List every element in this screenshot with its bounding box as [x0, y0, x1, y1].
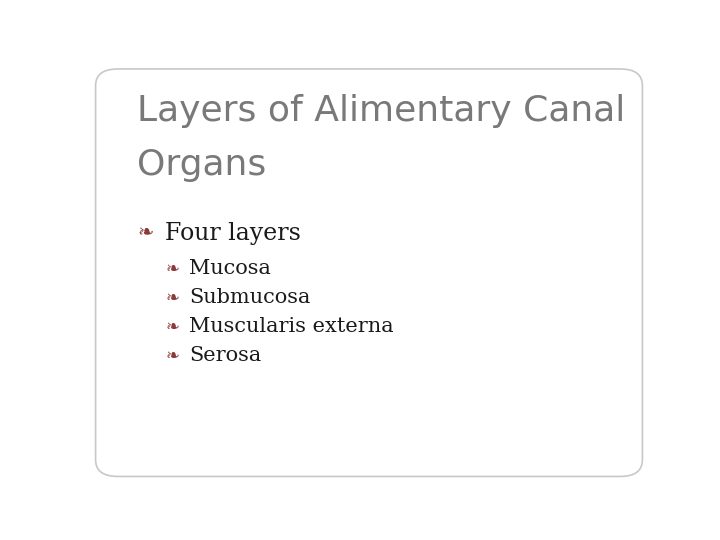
Text: ❧: ❧ — [166, 289, 179, 307]
Text: Organs: Organs — [138, 148, 266, 182]
Text: Four layers: Four layers — [166, 222, 301, 245]
Text: ❧: ❧ — [138, 224, 154, 242]
Text: Submucosa: Submucosa — [189, 288, 311, 307]
Text: Mucosa: Mucosa — [189, 259, 271, 278]
Text: ❧: ❧ — [166, 318, 179, 336]
Text: Layers of Alimentary Canal: Layers of Alimentary Canal — [138, 94, 626, 128]
FancyBboxPatch shape — [96, 69, 642, 476]
Text: Muscularis externa: Muscularis externa — [189, 318, 394, 336]
Text: ❧: ❧ — [166, 347, 179, 365]
Text: Serosa: Serosa — [189, 346, 261, 366]
Text: ❧: ❧ — [166, 260, 179, 278]
